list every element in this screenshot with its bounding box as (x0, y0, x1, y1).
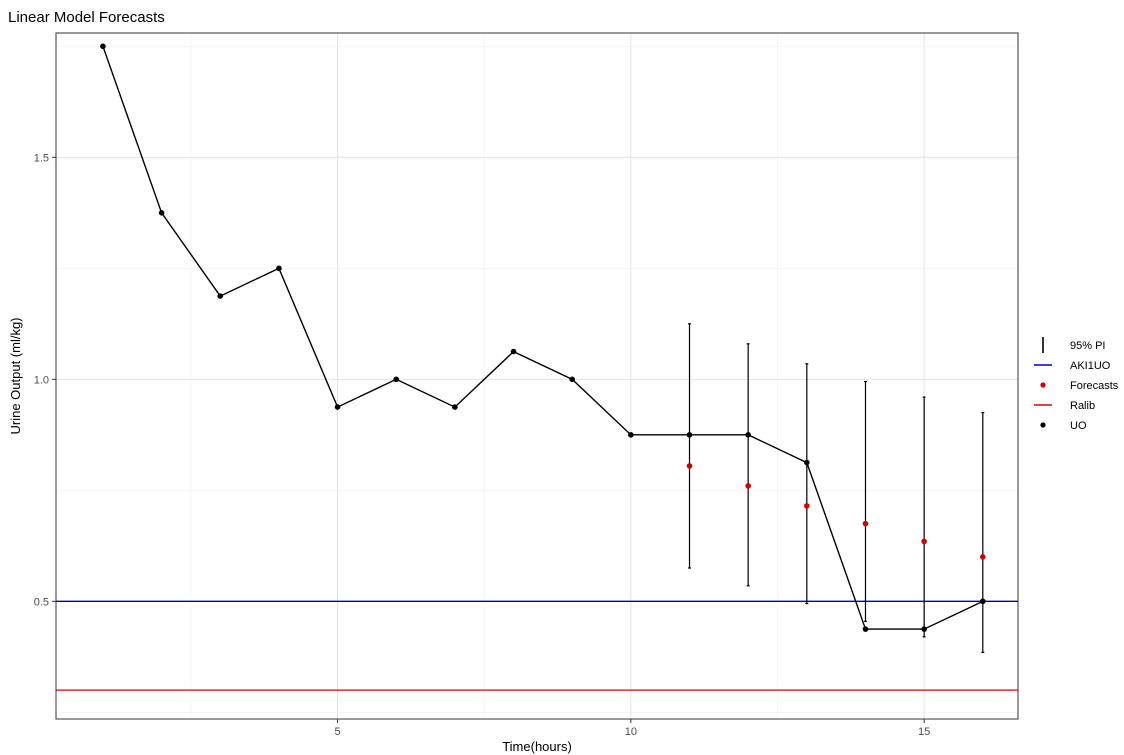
legend: 95% PI AKI1UO Forecasts Ralib UO (1034, 337, 1119, 432)
uo-point (276, 265, 282, 272)
forecasts-point (862, 520, 869, 527)
legend-label-aki1uo: AKI1UO (1070, 360, 1111, 372)
uo-point (393, 376, 400, 383)
y-tick-label: 1.5 (34, 152, 49, 164)
chart-title: Linear Model Forecasts (8, 9, 165, 26)
forecasts-point (686, 463, 693, 469)
forecasts-point (804, 503, 810, 509)
legend-key-uo (1040, 422, 1046, 428)
panel-border (55, 32, 1019, 720)
legend-label-uo: UO (1070, 420, 1087, 432)
uo-point (100, 43, 106, 50)
legend-label-forecasts: Forecasts (1070, 380, 1119, 392)
uo-point (686, 432, 693, 438)
uo-point (452, 404, 458, 410)
uo-point (804, 459, 810, 466)
uo-point (217, 293, 224, 299)
uo-point (510, 348, 517, 355)
legend-key-forecasts (1040, 382, 1046, 388)
uo-line (102, 46, 984, 630)
x-tick-label: 15 (918, 726, 930, 738)
axis-ticks: 5 10 15 0.5 1.0 1.5 (34, 152, 931, 738)
legend-label-95-pi: 95% PI (1070, 340, 1105, 352)
x-axis-title: Time(hours) (502, 739, 572, 754)
uo-point (980, 598, 986, 605)
series-lines (102, 46, 984, 630)
y-axis-title: Urine Output (ml/kg) (8, 317, 23, 434)
uo-point (334, 404, 341, 410)
y-tick-label: 0.5 (34, 596, 49, 608)
y-tick-label: 1.0 (34, 374, 49, 386)
x-tick-label: 5 (334, 726, 340, 738)
grid (56, 33, 1018, 719)
reference-lines (56, 600, 1018, 691)
uo-point (862, 626, 869, 632)
forecasts-point (921, 538, 927, 545)
uo-point (921, 626, 927, 632)
uo-point (158, 210, 165, 216)
prediction-intervals (688, 323, 985, 653)
uo-point (569, 376, 575, 383)
uo-point (745, 432, 751, 438)
forecasts-point (745, 483, 751, 489)
uo-point (628, 432, 634, 438)
x-tick-label: 10 (625, 726, 637, 738)
data-points (100, 43, 986, 632)
forecasts-point (980, 554, 986, 560)
legend-label-ralib: Ralib (1070, 400, 1095, 412)
